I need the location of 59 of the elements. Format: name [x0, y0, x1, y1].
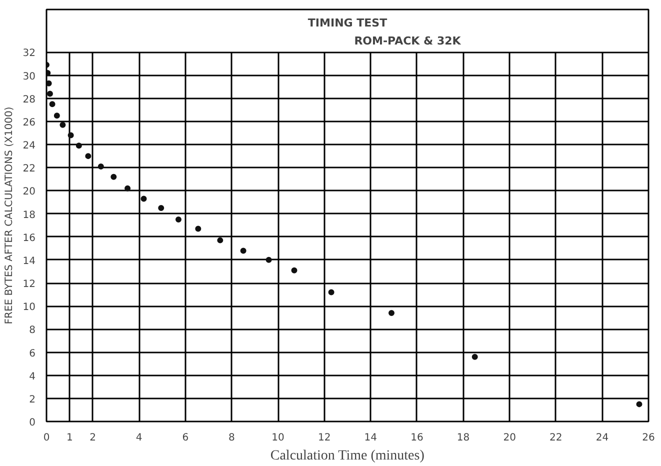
y-tick-label: 10 — [22, 302, 36, 314]
x-tick-label: 26 — [642, 432, 655, 444]
point — [291, 267, 298, 274]
y-tick-label: 28 — [22, 94, 36, 106]
y-tick-label: 6 — [29, 348, 36, 360]
point — [140, 196, 147, 202]
point — [195, 226, 202, 232]
point — [68, 132, 74, 138]
point — [110, 174, 117, 180]
x-tick-label: 0 — [43, 432, 50, 444]
y-tick-label: 4 — [29, 371, 36, 382]
point — [472, 354, 478, 360]
x-tick-label: 12 — [318, 432, 331, 444]
point — [175, 216, 182, 223]
y-tick-label: 8 — [29, 325, 36, 336]
y-tick-label: 14 — [22, 256, 36, 267]
point — [54, 112, 60, 119]
point — [124, 185, 131, 192]
y-tick-label: 24 — [22, 140, 36, 152]
y-tick-label: 16 — [22, 232, 36, 244]
y-tick-label: 32 — [22, 48, 36, 60]
point — [217, 237, 224, 244]
x-tick-label: 2 — [90, 432, 96, 444]
point — [158, 205, 164, 211]
y-axis-title: FREE BYTES AFTER CALCULATIONS (X1000) — [4, 106, 15, 324]
point — [98, 163, 104, 170]
x-tick-label: 24 — [596, 432, 609, 444]
point — [328, 289, 334, 296]
y-tick-label: 2 — [29, 394, 36, 406]
point — [49, 101, 56, 108]
point — [46, 90, 53, 97]
point — [85, 153, 92, 160]
y-tick-label: 26 — [22, 117, 36, 128]
y-tick-label: 22 — [22, 164, 36, 175]
text: TIMING TEST — [308, 16, 388, 30]
x-tick-label: 4 — [136, 432, 142, 444]
y-tick-label: 18 — [22, 210, 36, 221]
x-tick-label: 8 — [228, 432, 235, 444]
x-tick-label: 22 — [550, 432, 562, 444]
point — [240, 248, 246, 254]
x-tick-label: 6 — [182, 432, 189, 444]
y-tick-label: 0 — [29, 418, 36, 428]
y-tick-label: 20 — [22, 186, 36, 198]
x-tick-label: 10 — [272, 432, 284, 444]
text: ROM-PACK & 32K — [354, 34, 462, 48]
y-tick-label: 30 — [22, 71, 36, 82]
point — [388, 310, 394, 316]
point — [76, 142, 82, 149]
x-tick-label: 14 — [364, 432, 378, 444]
point — [46, 80, 52, 86]
point — [60, 122, 66, 128]
x-tick-label: 1 — [66, 432, 73, 444]
x-tick-label: 16 — [410, 432, 424, 444]
y-tick-label: 12 — [22, 279, 36, 290]
point — [636, 401, 642, 408]
point — [266, 256, 272, 263]
x-axis-title: Calculation Time (minutes) — [270, 448, 425, 464]
x-tick-label: 20 — [503, 432, 516, 444]
x-tick-label: 18 — [456, 432, 470, 444]
